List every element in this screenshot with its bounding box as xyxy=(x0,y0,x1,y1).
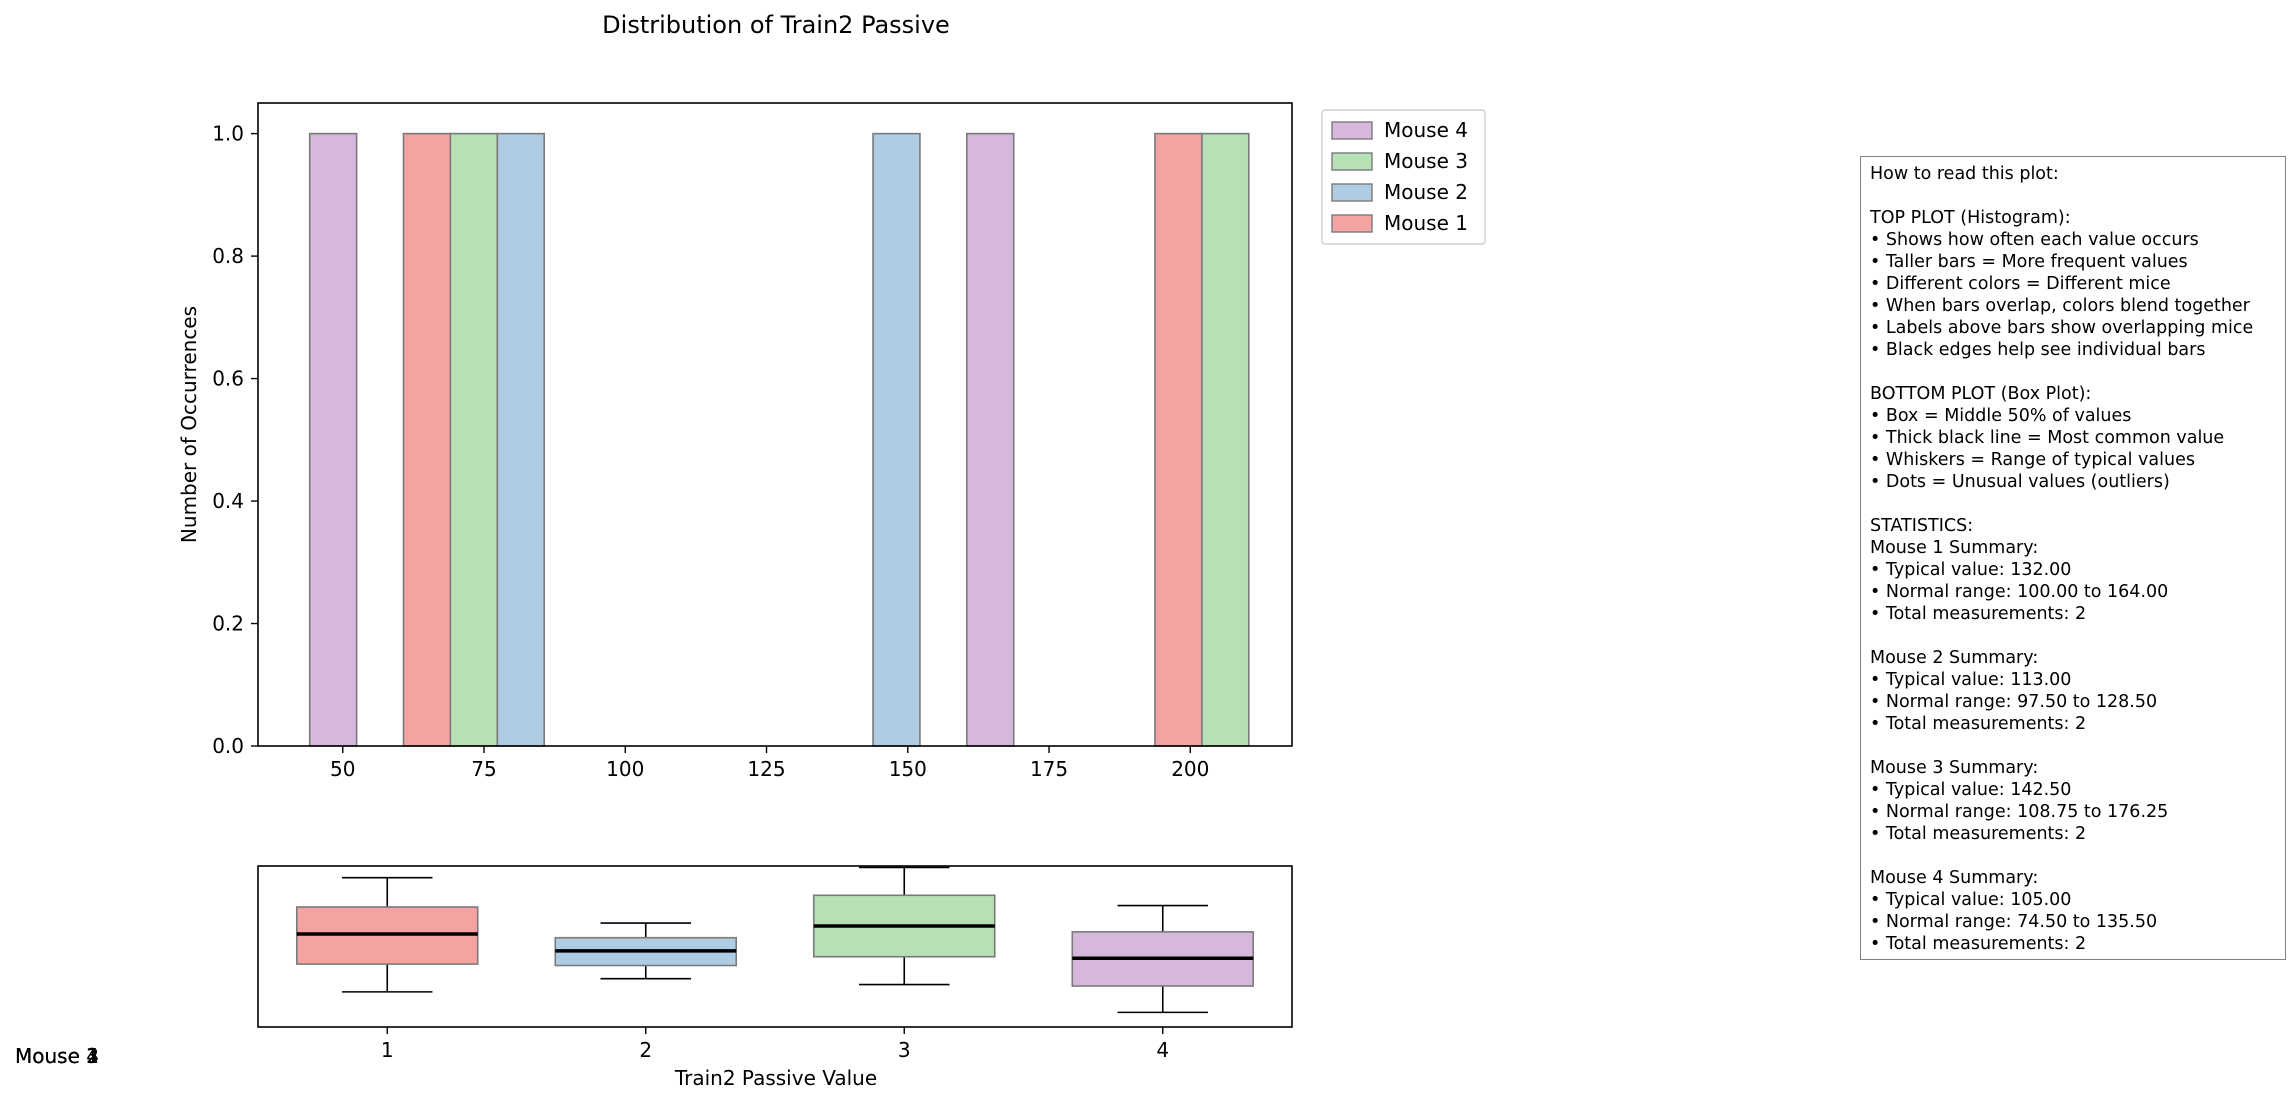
histogram-bar xyxy=(402,132,452,747)
info-line: BOTTOM PLOT (Box Plot): xyxy=(1870,384,2092,404)
y-tick-label: 0.6 xyxy=(212,367,244,391)
info-line: • Normal range: 108.75 to 176.25 xyxy=(1870,802,2169,822)
y-tick-label: 0.0 xyxy=(212,734,244,758)
info-line: • Total measurements: 2 xyxy=(1870,824,2087,844)
info-line: • Total measurements: 2 xyxy=(1870,934,2087,954)
x-tick-label: 75 xyxy=(471,757,496,781)
box-1 xyxy=(295,876,479,993)
info-line: • When bars overlap, colors blend togeth… xyxy=(1870,296,2250,316)
chart-title: Distribution of Train2 Passive xyxy=(602,11,950,39)
info-line: • Normal range: 97.50 to 128.50 xyxy=(1870,692,2158,712)
stray-series-label: Mouse 3 xyxy=(15,1044,99,1068)
legend-swatch xyxy=(1331,121,1373,140)
info-spacer xyxy=(1870,625,2276,647)
x-tick-label: 175 xyxy=(1030,757,1068,781)
info-line: • Total measurements: 2 xyxy=(1870,604,2087,624)
histogram-bar xyxy=(1201,132,1250,747)
stray-series-label: Mouse 1 xyxy=(15,1044,99,1068)
info-line: • Black edges help see individual bars xyxy=(1870,340,2206,360)
info-line: • Dots = Unusual values (outliers) xyxy=(1870,472,2170,492)
info-spacer xyxy=(1870,493,2276,515)
box-4 xyxy=(1071,904,1255,1014)
stray-series-label: Mouse 4 xyxy=(15,1044,99,1068)
x-tick-label: 100 xyxy=(606,757,644,781)
info-line: How to read this plot: xyxy=(1870,164,2059,184)
stray-series-label: Mouse 2 xyxy=(15,1044,99,1068)
histogram-frame xyxy=(257,102,1293,747)
info-line: • Shows how often each value occurs xyxy=(1870,230,2199,250)
info-line: • Typical value: 113.00 xyxy=(1870,670,2072,690)
info-line: • Normal range: 100.00 to 164.00 xyxy=(1870,582,2169,602)
info-line: • Labels above bars show overlapping mic… xyxy=(1870,318,2254,338)
y-tick-label: 1.0 xyxy=(212,122,244,146)
info-line: • Total measurements: 2 xyxy=(1870,714,2087,734)
info-line: • Thick black line = Most common value xyxy=(1870,428,2225,448)
legend-entry: Mouse 2 xyxy=(1384,180,1468,204)
histogram-bar xyxy=(496,132,545,747)
info-spacer xyxy=(1870,185,2276,207)
boxplot xyxy=(295,866,1255,1014)
boxplot-frame xyxy=(257,865,1293,1028)
boxplot-axes: 1 2 3 4 xyxy=(257,865,1293,1062)
y-tick-label: 0.2 xyxy=(212,612,244,636)
x-tick-label: 3 xyxy=(898,1038,911,1062)
info-spacer xyxy=(1870,735,2276,757)
info-line: • Typical value: 105.00 xyxy=(1870,890,2072,910)
legend: Mouse 4 Mouse 3 Mouse 2 Mouse 1 xyxy=(1321,109,1486,245)
info-spacer xyxy=(1870,361,2276,383)
x-tick-label: 150 xyxy=(889,757,927,781)
y-tick-label: 0.4 xyxy=(212,489,244,513)
x-tick-label: 4 xyxy=(1156,1038,1169,1062)
how-to-read-info-box: How to read this plot: TOP PLOT (Histogra… xyxy=(1860,156,2286,960)
y-tick-label: 0.8 xyxy=(212,244,244,268)
histogram-bar xyxy=(872,132,921,747)
info-line: • Different colors = Different mice xyxy=(1870,274,2171,294)
legend-entry: Mouse 1 xyxy=(1384,211,1468,235)
info-line: STATISTICS: xyxy=(1870,516,1974,536)
info-line: Mouse 1 Summary: xyxy=(1870,538,2039,558)
legend-swatch xyxy=(1331,183,1373,202)
x-tick-label: 50 xyxy=(330,757,355,781)
x-tick-label: 200 xyxy=(1171,757,1209,781)
info-line: Mouse 3 Summary: xyxy=(1870,758,2039,778)
histogram-bar xyxy=(1154,132,1203,747)
info-line: • Typical value: 142.50 xyxy=(1870,780,2072,800)
info-line: • Normal range: 74.50 to 135.50 xyxy=(1870,912,2158,932)
legend-entry: Mouse 3 xyxy=(1384,149,1468,173)
boxplot-x-axis-label: Train2 Passive Value xyxy=(674,1066,877,1090)
info-line: • Box = Middle 50% of values xyxy=(1870,406,2132,426)
legend-swatch xyxy=(1331,152,1373,171)
info-line: TOP PLOT (Histogram): xyxy=(1870,208,2071,228)
histogram-axes: 50 75 100 125 150 175 200 0.0 0.2 0.4 0.6 0.8 1.0 xyxy=(212,102,1293,781)
histogram-bar xyxy=(308,132,358,747)
x-tick-label: 1 xyxy=(381,1038,394,1062)
histogram-bar xyxy=(966,132,1015,747)
x-tick-label: 2 xyxy=(639,1038,652,1062)
box-2 xyxy=(554,922,738,980)
info-line: • Typical value: 132.00 xyxy=(1870,560,2072,580)
histogram-y-axis-label: Number of Occurrences xyxy=(177,306,201,543)
info-line: • Taller bars = More frequent values xyxy=(1870,252,2188,272)
x-tick-label: 125 xyxy=(747,757,785,781)
legend-entry: Mouse 4 xyxy=(1384,118,1468,142)
info-line: Mouse 4 Summary: xyxy=(1870,868,2039,888)
histogram-bars xyxy=(308,132,1250,747)
info-spacer xyxy=(1870,845,2276,867)
legend-swatch xyxy=(1331,214,1373,233)
box-3 xyxy=(812,866,996,986)
histogram-bar xyxy=(449,132,499,747)
info-line: • Whiskers = Range of typical values xyxy=(1870,450,2195,470)
info-line: Mouse 2 Summary: xyxy=(1870,648,2039,668)
legend-frame xyxy=(1321,109,1486,245)
